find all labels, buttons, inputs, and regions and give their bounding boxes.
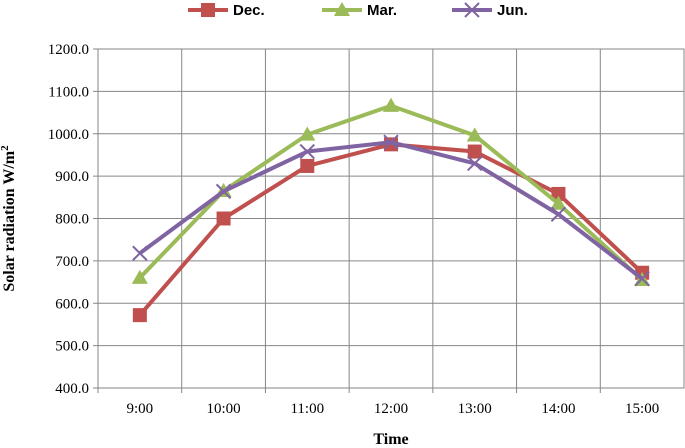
- y-tick-label: 1200.0: [48, 42, 89, 58]
- x-marker: [634, 270, 650, 287]
- series-dec: [132, 137, 650, 323]
- x-marker: [215, 183, 232, 200]
- x-marker: [383, 134, 399, 150]
- legend-item: Jun.: [452, 2, 528, 19]
- y-tick-label: 500.0: [55, 339, 89, 355]
- y-tick-label: 1100.0: [48, 84, 89, 100]
- y-tick-label: 400.0: [55, 381, 89, 397]
- square-marker: [201, 3, 215, 17]
- y-axis: 400.0 500.0 600.0 700.0 800.0 900.0 1000.0 1100…: [48, 42, 98, 397]
- series-line: [138, 142, 644, 317]
- triangle-marker: [466, 127, 483, 142]
- series-jun: [132, 134, 650, 287]
- triangle-marker: [382, 97, 400, 112]
- x-axis: 9:00 10:00 11:00 12:00 13:00 14:00 15:00: [97, 388, 659, 417]
- gridlines: [97, 48, 685, 389]
- x-axis-title: Time: [373, 431, 408, 448]
- triangle-marker: [333, 1, 351, 17]
- x-tick-label: 13:00: [458, 401, 492, 417]
- x-marker: [299, 143, 315, 160]
- triangle-marker: [131, 269, 148, 284]
- legend-label: Mar.: [367, 2, 397, 19]
- x-tick-label: 14:00: [541, 401, 575, 417]
- x-marker: [550, 206, 567, 222]
- legend-item: Mar.: [322, 1, 397, 19]
- y-tick-label: 800.0: [55, 212, 89, 228]
- series-mar: [131, 97, 651, 286]
- y-tick-label: 700.0: [55, 254, 89, 270]
- y-axis-title: Solar radiation W/m2: [0, 145, 18, 292]
- data-series: [131, 97, 651, 323]
- series-line: [138, 103, 644, 282]
- square-marker: [300, 158, 315, 173]
- legend-label: Dec.: [233, 2, 265, 19]
- y-tick-label: 1000.0: [48, 127, 89, 143]
- x-tick-label: 10:00: [206, 401, 240, 417]
- y-tick-label: 600.0: [55, 296, 89, 312]
- square-marker: [216, 211, 231, 226]
- y-axis-title-main: Solar radiation W/m: [1, 150, 18, 291]
- square-marker: [551, 186, 566, 201]
- x-tick-label: 9:00: [127, 401, 154, 417]
- triangle-marker: [299, 126, 316, 141]
- x-marker: [132, 245, 148, 261]
- y-axis-title-superscript: 2: [0, 145, 11, 151]
- x-tick-label: 11:00: [290, 401, 324, 417]
- square-marker: [132, 308, 147, 323]
- triangle-marker: [550, 195, 567, 210]
- x-marker: [464, 2, 480, 18]
- legend: Dec. Mar. Jun.: [188, 1, 528, 19]
- x-tick-label: 15:00: [625, 401, 659, 417]
- x-tick-label: 12:00: [374, 401, 408, 417]
- x-marker: [467, 155, 483, 172]
- y-tick-label: 900.0: [55, 169, 89, 185]
- legend-label: Jun.: [497, 2, 528, 19]
- legend-item: Dec.: [188, 2, 265, 19]
- square-marker: [467, 144, 482, 159]
